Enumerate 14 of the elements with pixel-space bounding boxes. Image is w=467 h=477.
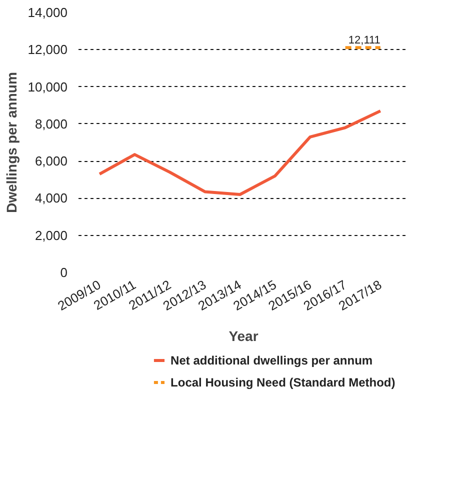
x-axis-title: Year (228, 328, 259, 344)
y-tick-label: 6,000 (34, 154, 68, 169)
y-tick-label: 0 (60, 265, 68, 280)
legend-label: Net additional dwellings per annum (170, 354, 373, 368)
y-tick-label: 4,000 (34, 190, 68, 206)
y-tick-label: 12,000 (28, 42, 68, 58)
y-tick-label: 8,000 (34, 116, 68, 132)
y-axis-title: Dwellings per annum (4, 72, 20, 213)
y-tick-label: 10,000 (28, 79, 68, 94)
legend-label: Local Housing Need (Standard Method) (170, 376, 396, 390)
data-label: 12,111 (348, 34, 380, 47)
y-tick-label: 2,000 (34, 228, 68, 243)
y-tick-label: 14,000 (28, 5, 68, 20)
line-series (98, 109, 382, 196)
